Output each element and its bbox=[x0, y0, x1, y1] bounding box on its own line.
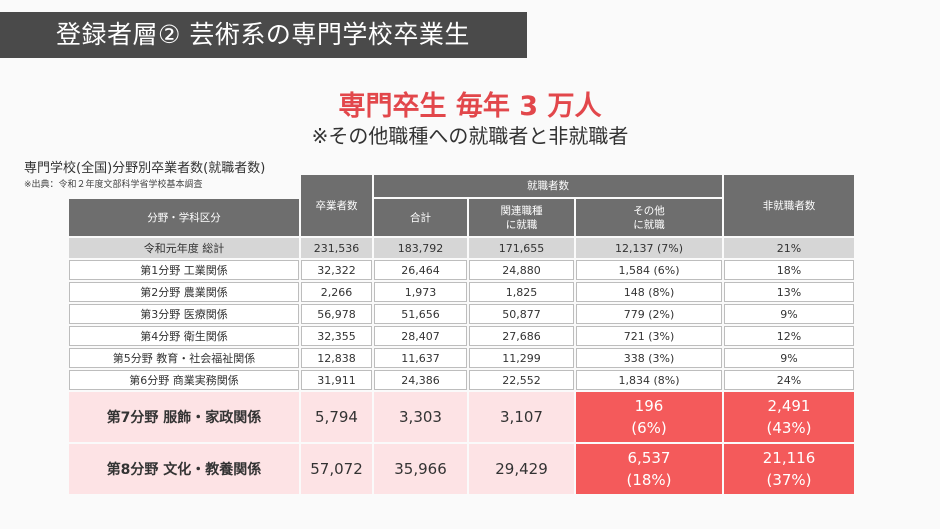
header-field: 分野・学科区分 bbox=[69, 199, 299, 236]
title-bar: 登録者層② 芸術系の専門学校卒業生 bbox=[0, 12, 527, 58]
table-caption: 専門学校(全国)分野別卒業者数(就職者数) bbox=[24, 161, 266, 176]
header-graduates: 卒業者数 bbox=[301, 175, 372, 236]
highlight-row: 第8分野 文化・教養関係 57,072 35,966 29,429 6,537(… bbox=[69, 444, 854, 494]
source-note: ※出典：令和２年度文部科学省学校基本調査 bbox=[24, 180, 203, 190]
header-spacer bbox=[69, 175, 299, 197]
table-row: 第1分野 工業関係 32,322 26,464 24,880 1,584 (6%) 18% bbox=[69, 260, 854, 280]
highlight-row: 第7分野 服飾・家政関係 5,794 3,303 3,107 196 (6%) 2… bbox=[69, 392, 854, 442]
header-employed: 就職者数 bbox=[374, 175, 722, 197]
header-total: 合計 bbox=[374, 199, 467, 236]
subline: ※その他職種への就職者と非就職者 bbox=[311, 124, 629, 148]
table-row: 第3分野 医療関係 56,978 51,656 50,877 779 (2%) 9% bbox=[69, 304, 854, 324]
table-row: 第2分野 農業関係 2,266 1,973 1,825 148 (8%) 13% bbox=[69, 282, 854, 302]
header-other: その他 に就職 bbox=[576, 199, 722, 236]
table-row: 第5分野 教育・社会福祉関係 12,838 11,637 11,299 338 (3%)… bbox=[69, 348, 854, 368]
slide-title: 登録者層② 芸術系の専門学校卒業生 bbox=[56, 20, 470, 49]
table-row: 第6分野 商業実務関係 31,911 24,386 22,552 1,834 (8%) 2… bbox=[69, 370, 854, 390]
headline: 専門卒生 毎年 3 万人 bbox=[338, 91, 602, 122]
header-related: 関連職種 に就職 bbox=[469, 199, 574, 236]
header-non-employed: 非就職者数 bbox=[724, 175, 854, 236]
summary-row: 令和元年度 総計 231,536 183,792 171,655 12,137 … bbox=[69, 238, 854, 258]
graduates-table: 卒業者数 就職者数 非就職者数 分野・学科区分 合計 関連職種 に就職 その他 に就… bbox=[67, 173, 856, 496]
table-row: 第4分野 衛生関係 32,355 28,407 27,686 721 (3%) 12% bbox=[69, 326, 854, 346]
